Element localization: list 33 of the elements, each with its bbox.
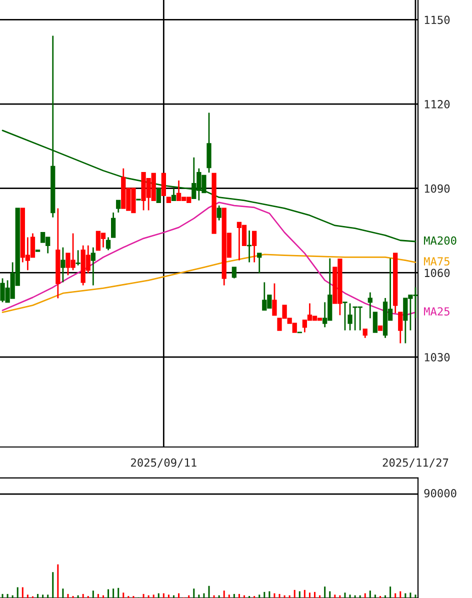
line-series [2,254,416,314]
candlestick [252,230,257,263]
candlestick [206,112,212,174]
candlestick [171,188,176,202]
y-tick-label: 1150 [424,16,450,24]
candlestick [257,252,262,274]
y-tick-label: 1090 [424,184,450,193]
candlestick [342,302,348,332]
text: 90000 [424,489,456,498]
candlestick [246,230,252,263]
candlestick [232,266,236,280]
candlestick [272,282,277,316]
candlestick [116,200,121,214]
candlestick [398,312,403,344]
candlestick [368,292,372,319]
candlestick [76,250,80,266]
candlestick [110,212,116,238]
candlestick [156,188,161,203]
series-label: MA75 [424,257,450,266]
candlestick [216,204,222,222]
candlestick [372,312,378,333]
series-label: MA25 [424,307,450,316]
y-tick-label: 1060 [424,268,450,278]
y-tick-label: 1120 [424,100,450,108]
series-label: MA200 [424,236,456,245]
candlestick [90,246,96,286]
x-tick-label: 2025/09/11 [131,458,196,468]
candlestick [161,172,166,196]
x-tick-label: 2025/11/27 [382,458,448,468]
candlestick [106,236,111,251]
y-tick-label: 1030 [424,353,450,362]
candlestick [60,246,66,283]
candlestick [348,302,352,332]
